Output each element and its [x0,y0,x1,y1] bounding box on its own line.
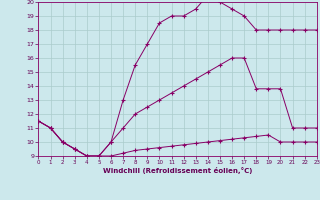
X-axis label: Windchill (Refroidissement éolien,°C): Windchill (Refroidissement éolien,°C) [103,167,252,174]
